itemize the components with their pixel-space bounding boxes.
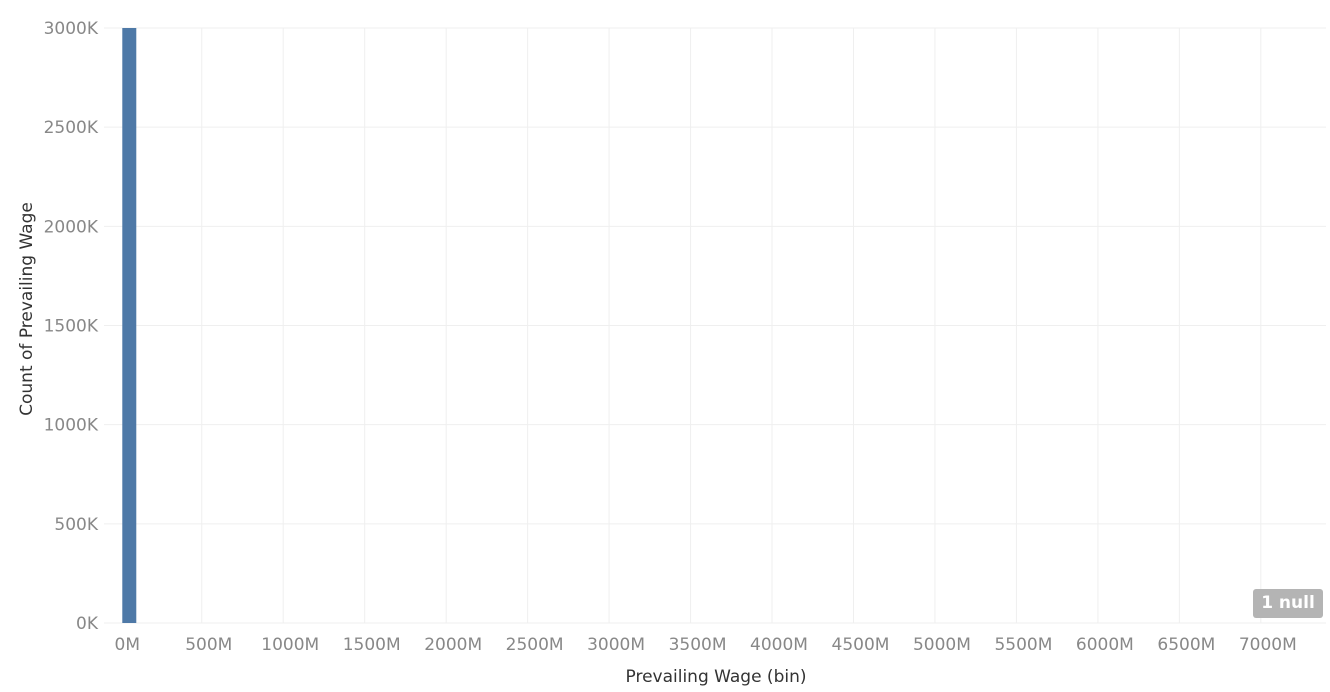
x-tick-label: 4500M — [832, 635, 890, 655]
x-tick-label: 6000M — [1076, 635, 1134, 655]
x-tick-label: 2000M — [424, 635, 482, 655]
x-tick-label: 1000M — [261, 635, 319, 655]
x-tick-label: 6500M — [1157, 635, 1215, 655]
y-tick-label: 2500K — [44, 118, 99, 138]
x-tick-label: 5500M — [994, 635, 1052, 655]
x-tick-label: 3500M — [669, 635, 727, 655]
histogram-bar[interactable] — [122, 28, 137, 623]
x-tick-label: 3000M — [587, 635, 645, 655]
x-tick-label: 2500M — [506, 635, 564, 655]
y-tick-label: 3000K — [44, 19, 99, 39]
y-tick-label: 1500K — [44, 317, 99, 337]
x-axis-title: Prevailing Wage (bin) — [626, 667, 807, 687]
y-axis-title: Count of Prevailing Wage — [17, 202, 37, 416]
y-tick-label: 2000K — [44, 217, 99, 237]
bars — [122, 28, 137, 623]
x-tick-label: 4000M — [750, 635, 808, 655]
x-tick-label: 0M — [115, 635, 140, 655]
x-axis-ticks: 0M 500M 1000M 1500M 2000M 2500M 3000M 3500M 4000… — [115, 635, 1297, 655]
null-indicator-badge[interactable]: 1 null — [1253, 589, 1323, 618]
gridlines — [104, 27, 1326, 624]
x-tick-label: 7000M — [1239, 635, 1297, 655]
y-axis-ticks: 0K 500K 1000K 1500K 2000K 2500K 3000K — [44, 19, 99, 634]
y-tick-label: 1000K — [44, 416, 99, 436]
x-tick-label: 500M — [185, 635, 232, 655]
y-tick-label: 0K — [76, 614, 99, 634]
x-tick-label: 5000M — [913, 635, 971, 655]
y-tick-label: 500K — [54, 515, 98, 535]
x-tick-label: 1500M — [343, 635, 401, 655]
